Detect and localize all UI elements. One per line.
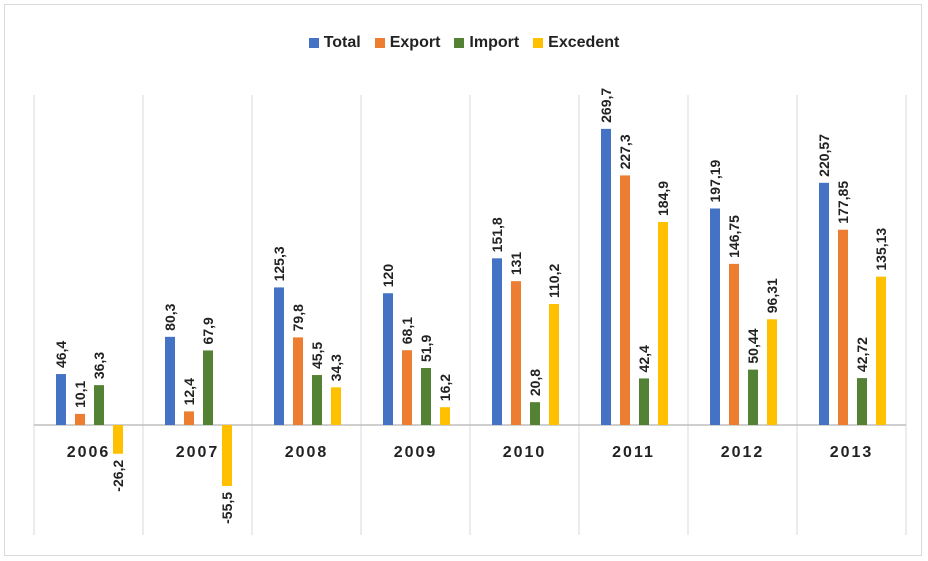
data-label: 51,9 [418, 335, 434, 362]
bar-export [838, 229, 848, 425]
bar-import [94, 385, 104, 425]
data-label: -55,5 [219, 492, 235, 524]
data-label: 46,4 [53, 341, 69, 368]
bar-excedent [658, 221, 668, 425]
bar-import [421, 368, 431, 425]
data-label: 34,3 [328, 354, 344, 381]
bar-excedent [549, 304, 559, 425]
legend-label-excedent: Excedent [548, 34, 620, 51]
bar-export [75, 413, 85, 425]
bar-import [857, 378, 867, 425]
bar-export [729, 263, 739, 425]
bar-export [511, 281, 521, 425]
x-tick-label: 2011 [612, 444, 655, 461]
chart-frame [4, 4, 922, 556]
data-label: 227,3 [617, 134, 633, 169]
bar-total [383, 293, 393, 425]
bar-total [710, 208, 720, 425]
legend-swatch-export [374, 38, 385, 48]
bar-total [492, 258, 502, 425]
bar-excedent [876, 276, 886, 425]
bar-excedent [331, 387, 341, 425]
data-label: 269,7 [598, 88, 614, 123]
data-label: 45,5 [309, 342, 325, 369]
data-label: 68,1 [399, 317, 415, 344]
legend-item-import: Import [454, 34, 519, 52]
legend-swatch-total [308, 38, 319, 48]
data-label: 42,4 [636, 345, 652, 372]
data-label: 16,2 [437, 374, 453, 401]
data-label: 79,8 [290, 304, 306, 331]
data-label: 135,13 [873, 228, 889, 271]
legend-label-export: Export [389, 34, 441, 51]
legend-swatch-import [454, 38, 465, 48]
legend-item-excedent: Excedent [533, 34, 619, 52]
data-label: 177,85 [835, 181, 851, 224]
bar-export [620, 175, 630, 425]
legend-swatch-excedent [533, 38, 544, 48]
x-tick-label: 2009 [394, 444, 438, 461]
data-label: 110,2 [546, 264, 562, 298]
bar-total [819, 182, 829, 425]
x-tick-label: 2007 [176, 444, 220, 461]
data-label: 220,57 [816, 134, 832, 177]
data-label: 184,9 [655, 181, 671, 216]
x-tick-label: 2010 [503, 444, 547, 461]
bar-import [639, 378, 649, 425]
bar-excedent [222, 425, 232, 486]
data-label: 151,8 [489, 217, 505, 252]
data-label: 10,1 [72, 380, 88, 407]
bar-import [203, 350, 213, 425]
x-tick-label: 2006 [67, 444, 111, 461]
bar-total [274, 287, 284, 425]
data-label: 125,3 [271, 246, 287, 281]
data-label: 146,75 [726, 215, 742, 258]
bar-import [748, 369, 758, 425]
data-label: 120 [380, 264, 396, 288]
data-label: 50,44 [745, 328, 761, 363]
bar-import [530, 402, 540, 425]
bar-total [601, 128, 611, 426]
data-label: 67,9 [200, 317, 216, 344]
data-label: 96,31 [764, 278, 780, 313]
bar-excedent [113, 425, 123, 454]
bar-excedent [440, 407, 450, 425]
data-label: -26,2 [110, 460, 126, 492]
bar-export [184, 411, 194, 425]
legend-item-export: Export [374, 34, 441, 52]
x-tick-label: 2008 [285, 444, 329, 461]
legend-item-total: Total [308, 34, 361, 52]
data-label: 20,8 [527, 369, 543, 396]
bar-total [165, 336, 175, 425]
data-label: 36,3 [91, 352, 107, 379]
bar-export [293, 337, 303, 425]
legend: Total Export Import Excedent [0, 34, 928, 52]
data-label: 12,4 [181, 378, 197, 405]
data-label: 197,19 [707, 159, 723, 202]
bar-total [56, 374, 66, 425]
data-label: 80,3 [162, 303, 178, 330]
bar-import [312, 375, 322, 425]
legend-label-import: Import [469, 34, 520, 51]
legend-label-total: Total [323, 34, 361, 51]
data-label: 42,72 [854, 337, 870, 372]
x-tick-label: 2013 [830, 444, 874, 461]
bar-excedent [767, 319, 777, 425]
x-tick-label: 2012 [721, 444, 765, 461]
data-label: 131 [508, 252, 524, 276]
bar-export [402, 350, 412, 425]
